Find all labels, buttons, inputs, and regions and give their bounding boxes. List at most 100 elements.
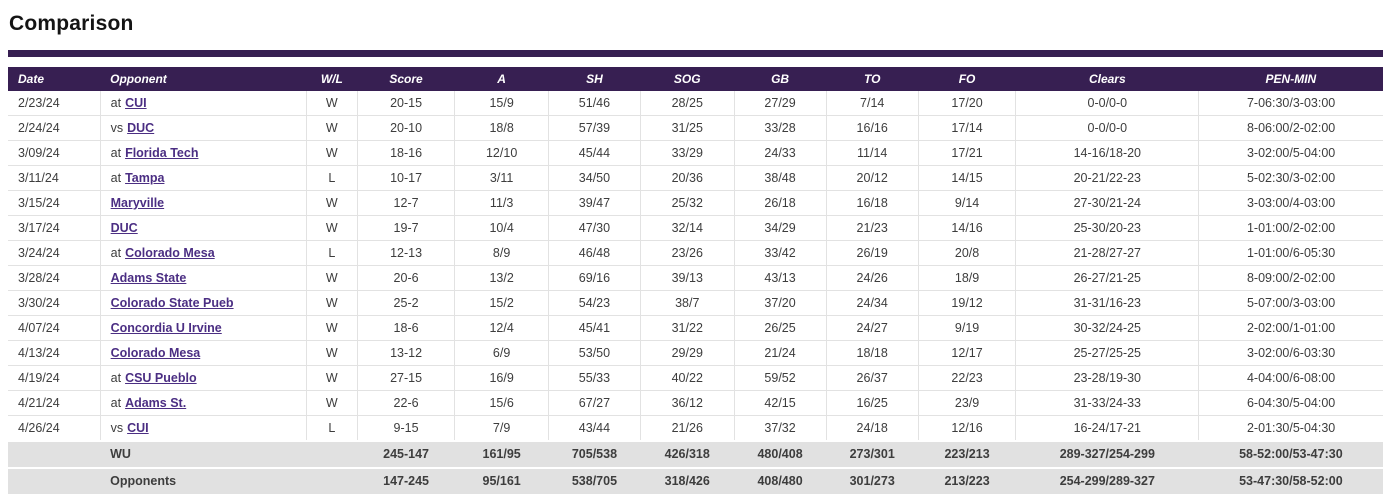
table-row: 4/07/24 Concordia U Irvine W 18-6 12/4 45/41 3… [8,315,1383,341]
totals-empty-cell [8,440,101,468]
cell-score: 18-16 [356,140,455,166]
cell-to: 16/25 [825,390,919,416]
cell-opponent: at Adams St. [99,390,307,416]
cell-sog: 28/25 [640,91,734,116]
cell-opponent: at CSU Pueblo [99,365,307,391]
cell-sog: 36/12 [640,390,734,416]
cell-gb: 24/33 [733,140,827,166]
cell-fo: 12/16 [917,415,1016,442]
totals-a: 95/161 [454,467,549,494]
table-row: 3/28/24 Adams State W 20-6 13/2 69/16 39/13 43/… [8,265,1383,291]
cell-a: 15/2 [454,290,549,316]
comparison-table: Date Opponent W/L Score A SH SOG GB TO FO Clears PE… [8,67,1383,494]
cell-date: 3/30/24 [8,290,101,316]
opponent-link[interactable]: Maryville [110,196,165,210]
opponent-link[interactable]: DUC [127,121,155,135]
cell-date: 4/13/24 [8,340,101,366]
totals-empty-cell [306,440,358,468]
cell-sog: 31/25 [640,115,734,141]
opponent-prefix: at [110,171,122,185]
cell-fo: 23/9 [917,390,1016,416]
opponent-link[interactable]: Adams St. [125,396,187,410]
cell-a: 11/3 [454,190,549,216]
cell-opponent: vs DUC [99,115,307,141]
cell-a: 6/9 [454,340,549,366]
table-row: 3/09/24 at Florida Tech W 18-16 12/10 45/44 33/… [8,140,1383,166]
cell-pen: 8-09:00/2-02:00 [1198,265,1383,291]
cell-date: 3/11/24 [8,165,101,191]
cell-clears: 23-28/19-30 [1015,365,1199,391]
comparison-page: Comparison Date Opponent W/L Score A SH SOG GB T… [0,12,1391,494]
opponent-prefix: vs [110,121,124,135]
opponent-link[interactable]: Adams State [110,271,187,285]
cell-clears: 25-30/20-23 [1015,215,1199,241]
cell-a: 12/4 [454,315,549,341]
totals-gb: 408/480 [734,467,827,494]
cell-sh: 55/33 [547,365,641,391]
cell-a: 15/9 [454,91,549,116]
totals-a: 161/95 [454,440,549,468]
opponent-link[interactable]: Colorado State Pueb [110,296,234,310]
cell-to: 18/18 [825,340,919,366]
cell-a: 15/6 [454,390,549,416]
cell-gb: 38/48 [733,165,827,191]
column-header-to: TO [826,67,919,91]
table-row: 4/13/24 Colorado Mesa W 13-12 6/9 53/50 29/29 2… [8,340,1383,366]
cell-gb: 43/13 [733,265,827,291]
cell-sh: 45/41 [547,315,641,341]
totals-row: WU 245-147 161/95 705/538 426/318 480/408 273/… [8,440,1383,468]
cell-date: 2/24/24 [8,115,101,141]
column-header-opponent: Opponent [100,67,307,91]
totals-sog: 426/318 [640,440,734,468]
cell-fo: 18/9 [917,265,1016,291]
cell-clears: 30-32/24-25 [1015,315,1199,341]
cell-sog: 32/14 [640,215,734,241]
opponent-link[interactable]: Concordia U Irvine [110,321,222,335]
totals-empty-cell [306,467,358,494]
opponent-link[interactable]: CUI [125,96,147,110]
cell-a: 13/2 [454,265,549,291]
cell-wl: W [305,290,358,316]
cell-score: 27-15 [356,365,455,391]
cell-wl: W [305,115,358,141]
cell-date: 4/26/24 [8,415,101,442]
cell-wl: W [305,265,358,291]
opponent-prefix: at [110,396,122,410]
cell-a: 12/10 [454,140,549,166]
totals-sog: 318/426 [640,467,734,494]
cell-wl: W [305,140,358,166]
cell-clears: 16-24/17-21 [1015,415,1199,442]
opponent-link[interactable]: CUI [127,421,149,435]
cell-sh: 67/27 [547,390,641,416]
cell-fo: 9/19 [917,315,1016,341]
opponent-link[interactable]: Florida Tech [125,146,199,160]
cell-sh: 45/44 [547,140,641,166]
cell-fo: 17/14 [917,115,1016,141]
opponent-link[interactable]: Colorado Mesa [125,246,215,260]
opponent-link[interactable]: DUC [110,221,138,235]
cell-score: 9-15 [356,415,455,442]
opponent-link[interactable]: Tampa [125,171,165,185]
cell-clears: 31-31/16-23 [1015,290,1199,316]
opponent-prefix: at [110,371,122,385]
opponent-link[interactable]: Colorado Mesa [110,346,201,360]
table-row: 3/24/24 at Colorado Mesa L 12-13 8/9 46/48 23/2… [8,240,1383,266]
cell-sh: 53/50 [547,340,641,366]
cell-pen: 1-01:00/6-05:30 [1198,240,1383,266]
cell-to: 11/14 [825,140,919,166]
opponent-link[interactable]: CSU Pueblo [125,371,197,385]
cell-score: 22-6 [356,390,455,416]
opponent-prefix: at [110,146,122,160]
cell-opponent: Adams State [99,265,307,291]
cell-score: 20-15 [356,91,455,116]
table-row: 3/30/24 Colorado State Pueb W 25-2 15/2 54/23… [8,290,1383,316]
cell-date: 3/15/24 [8,190,101,216]
cell-fo: 14/16 [917,215,1016,241]
column-header-a: A [454,67,549,91]
cell-wl: W [305,190,358,216]
cell-clears: 20-21/22-23 [1015,165,1199,191]
cell-pen: 3-03:00/4-03:00 [1198,190,1383,216]
cell-date: 4/19/24 [8,365,101,391]
cell-date: 3/09/24 [8,140,101,166]
column-header-date: Date [8,67,101,91]
